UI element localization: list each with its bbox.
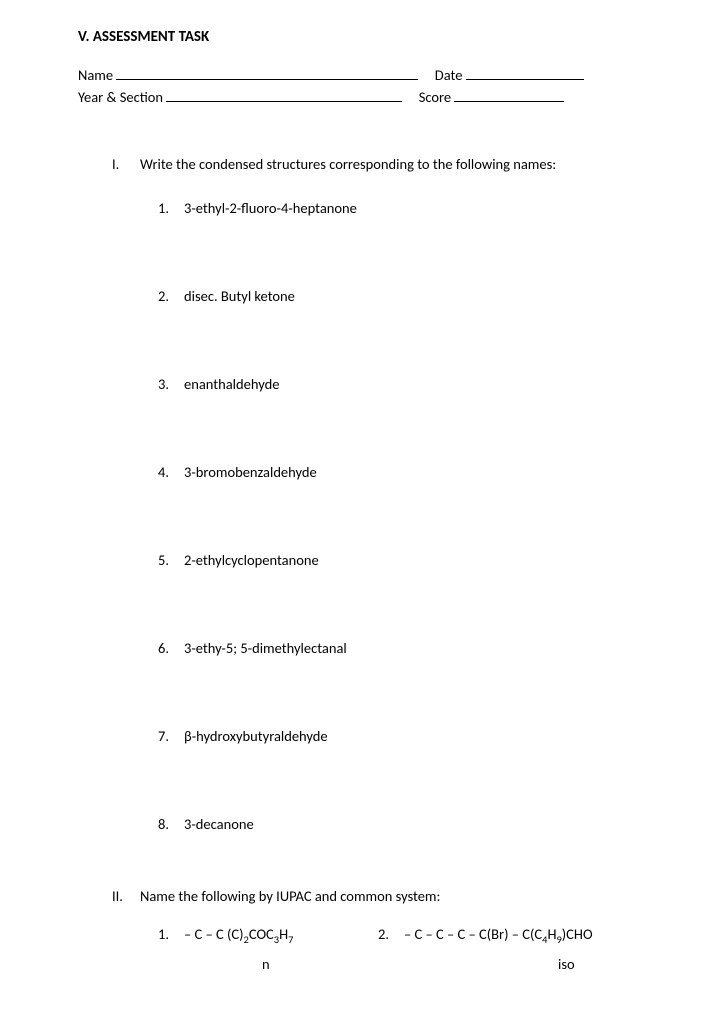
list-item: 3. enanthaldehyde xyxy=(158,375,650,393)
item-number: 3. xyxy=(158,375,184,393)
item-text: 3-ethy-5; 5-dimethylectanal xyxy=(184,639,347,657)
item-text: disec. Butyl ketone xyxy=(184,287,295,305)
list-item: 7. β-hydroxybutyraldehyde xyxy=(158,727,650,745)
item-text: 3-decanone xyxy=(184,815,254,833)
item-subscript-label: n xyxy=(158,955,378,973)
item-number: 5. xyxy=(158,551,184,569)
section-2-prompt: Name the following by IUPAC and common s… xyxy=(140,887,650,905)
roman-numeral-1: I. xyxy=(78,155,140,887)
list-item: 5. 2-ethylcyclopentanone xyxy=(158,551,650,569)
item-number: 8. xyxy=(158,815,184,833)
item-subscript-label: iso xyxy=(378,955,650,973)
name-blank[interactable] xyxy=(116,65,418,80)
list-item: 2. – C – C – C – C(Br) – C(C4H9)CHO xyxy=(378,925,650,943)
item-number: 2. xyxy=(378,925,404,943)
year-score-row: Year & Section Score xyxy=(78,86,650,108)
item-number: 2. xyxy=(158,287,184,305)
item-text: β-hydroxybutyraldehyde xyxy=(184,727,328,745)
name-date-row: Name Date xyxy=(78,64,650,86)
page: V. ASSESSMENT TASK Name Date Year & Sect… xyxy=(0,0,720,1013)
roman-numeral-2: II. xyxy=(78,887,140,973)
item-text: 3-ethyl-2-fluoro-4-heptanone xyxy=(184,199,357,217)
item-text: 3-bromobenzaldehyde xyxy=(184,463,317,481)
score-label: Score xyxy=(419,88,451,106)
year-section-blank[interactable] xyxy=(166,88,402,103)
item-number: 7. xyxy=(158,727,184,745)
item-number: 1. xyxy=(158,199,184,217)
score-blank[interactable] xyxy=(454,88,564,103)
list-item: 1. 3-ethyl-2-fluoro-4-heptanone xyxy=(158,199,650,217)
item-text: enanthaldehyde xyxy=(184,375,279,393)
item-number: 1. xyxy=(158,925,184,943)
list-item: 8. 3-decanone xyxy=(158,815,650,833)
year-section-label: Year & Section xyxy=(78,88,163,106)
section-1-prompt: Write the condensed structures correspon… xyxy=(140,155,650,173)
section-1: I. Write the condensed structures corres… xyxy=(78,155,650,887)
list-item: 4. 3-bromobenzaldehyde xyxy=(158,463,650,481)
section-1-list: 1. 3-ethyl-2-fluoro-4-heptanone 2. disec… xyxy=(140,199,650,833)
name-label: Name xyxy=(78,66,113,84)
date-blank[interactable] xyxy=(466,65,584,80)
item-text: 2-ethylcyclopentanone xyxy=(184,551,319,569)
item-formula: – C – C (C)2COC3H7 xyxy=(184,925,293,943)
list-item: 6. 3-ethy-5; 5-dimethylectanal xyxy=(158,639,650,657)
section-header: V. ASSESSMENT TASK xyxy=(78,28,650,46)
list-item: 2. disec. Butyl ketone xyxy=(158,287,650,305)
date-label: Date xyxy=(435,66,463,84)
list-item: 1. – C – C (C)2COC3H7 xyxy=(158,925,378,943)
item-number: 6. xyxy=(158,639,184,657)
section-2-list: 1. – C – C (C)2COC3H7 n 2. xyxy=(140,925,650,973)
item-formula: – C – C – C – C(Br) – C(C4H9)CHO xyxy=(404,925,593,943)
section-2: II. Name the following by IUPAC and comm… xyxy=(78,887,650,973)
item-number: 4. xyxy=(158,463,184,481)
